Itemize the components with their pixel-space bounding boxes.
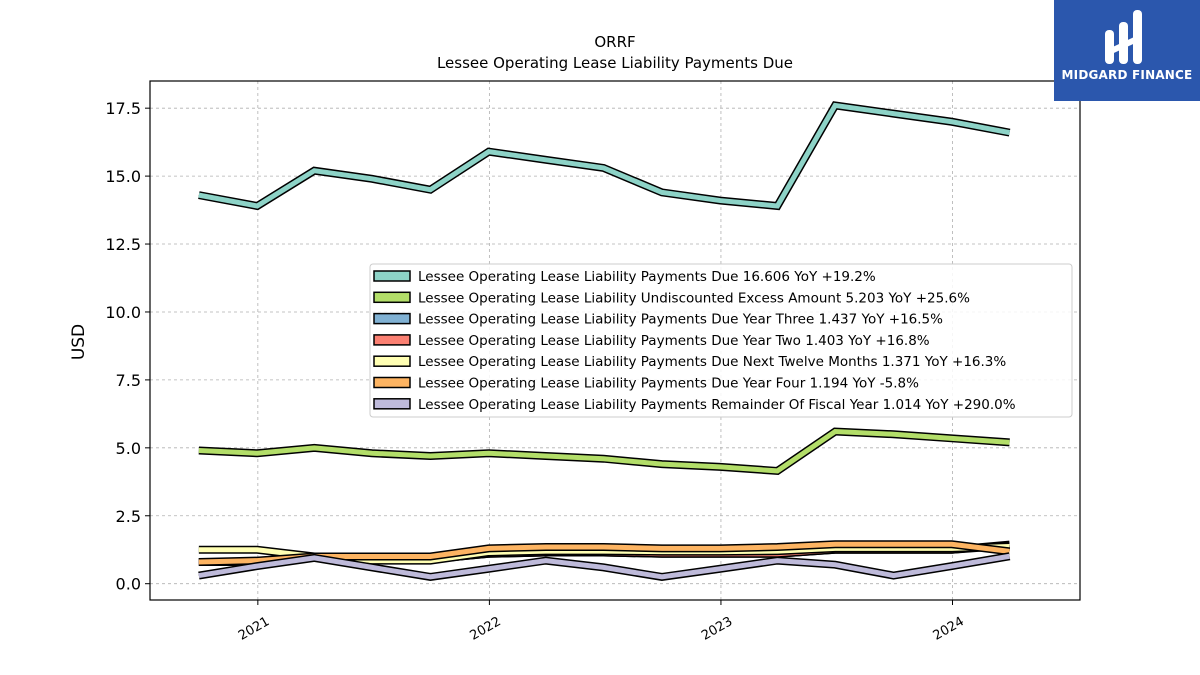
y-tick-label: 7.5: [116, 371, 141, 390]
series-line: [198, 553, 1011, 580]
x-tick-label: 2023: [699, 614, 735, 644]
chart-subtitle: Lessee Operating Lease Liability Payment…: [437, 54, 793, 72]
legend-swatch: [373, 376, 411, 389]
legend-swatch: [373, 291, 411, 304]
series-line-outline: [198, 101, 1011, 211]
series-line: [198, 541, 1010, 565]
legend-swatch: [373, 312, 411, 325]
x-tick-label: 2024: [931, 614, 967, 644]
legend-box: [369, 263, 1073, 418]
y-tick-label: 12.5: [105, 235, 141, 254]
y-axis-ticks: 0.0 2.5 5.0 7.5 10.0 12.5 15.0 17.5: [105, 99, 150, 594]
y-tick-label: 2.5: [116, 507, 141, 526]
legend-entry: Lessee Operating Lease Liability Undisco…: [418, 290, 970, 306]
logo-text: MIDGARD FINANCE: [1061, 68, 1193, 82]
legend-swatch: [373, 270, 411, 282]
legend-swatch: [373, 334, 411, 346]
y-tick-label: 0.0: [116, 575, 141, 594]
legend-entry: Lessee Operating Lease Liability Payment…: [418, 333, 930, 349]
chart-title: ORRF: [594, 33, 635, 51]
x-tick-label: 2021: [236, 614, 272, 644]
legend-swatch: [373, 398, 411, 410]
x-tick-label: 2022: [468, 614, 504, 644]
x-axis-ticks: 2021 2022 2023 2024: [236, 600, 967, 644]
legend-entry: Lessee Operating Lease Liability Payment…: [418, 376, 919, 392]
legend-entry: Lessee Operating Lease Liability Payment…: [418, 354, 1006, 370]
series-line-outline: [198, 427, 1010, 476]
legend-swatch: [373, 355, 411, 367]
legend-entry: Lessee Operating Lease Liability Payment…: [418, 312, 943, 328]
y-tick-label: 5.0: [116, 439, 141, 458]
plot-frame: [149, 80, 1081, 601]
legend-entry: Lessee Operating Lease Liability Payment…: [418, 269, 876, 285]
series-line: [198, 428, 1010, 474]
y-tick-label: 10.0: [105, 303, 141, 322]
legend-entry: Lessee Operating Lease Liability Payment…: [418, 397, 1016, 413]
logo-mark-icon: [1105, 10, 1142, 64]
brand-logo: MIDGARD FINANCE: [1054, 0, 1200, 101]
y-tick-label: 17.5: [105, 99, 141, 118]
y-axis-label: USD: [69, 324, 89, 360]
series-lines: [198, 101, 1011, 581]
legend: Lessee Operating Lease Liability Payment…: [369, 263, 1073, 418]
series-line: [198, 102, 1011, 209]
y-tick-label: 15.0: [105, 167, 141, 186]
